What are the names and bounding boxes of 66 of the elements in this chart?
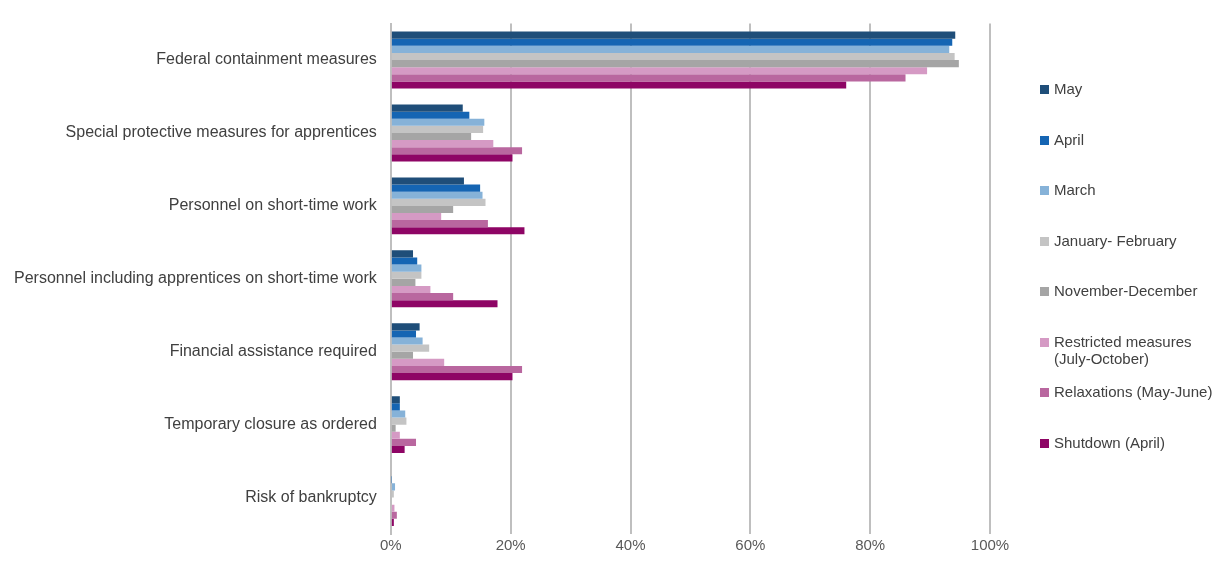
bar: [391, 358, 445, 366]
legend-label: January- February: [1054, 231, 1177, 249]
legend-label: Restricted measures (July-October): [1054, 332, 1193, 367]
bar: [391, 111, 470, 119]
bar: [391, 205, 454, 213]
bar: [391, 45, 950, 53]
bar: [391, 403, 400, 411]
bar: [391, 351, 414, 359]
bar: [391, 67, 928, 75]
legend-label: April: [1054, 130, 1085, 148]
x-tick-label: 20%: [495, 536, 526, 554]
bar: [391, 365, 523, 374]
bar: [391, 293, 454, 301]
bar: [391, 511, 397, 519]
bar: [391, 424, 396, 432]
bar: [391, 184, 481, 192]
legend-label: November-December: [1054, 282, 1198, 299]
bar: [391, 177, 464, 185]
bar: [391, 373, 513, 381]
bar: [391, 227, 525, 235]
x-tick-label: 40%: [615, 536, 646, 554]
bar: [391, 140, 494, 148]
bar: [391, 285, 431, 294]
x-tick-label: 100%: [970, 536, 1010, 554]
bar: [391, 213, 442, 221]
bar: [391, 323, 420, 331]
y-tick-label: Temporary closure as ordered: [164, 415, 377, 433]
bar: [391, 104, 463, 112]
bar: [391, 337, 423, 345]
bar: [391, 74, 906, 82]
bar: [391, 31, 956, 39]
bar: [391, 300, 498, 308]
bar: [391, 431, 400, 439]
bar: [391, 278, 416, 286]
x-tick-label: 60%: [735, 536, 766, 554]
x-tick-label: 80%: [855, 536, 886, 554]
bar: [391, 518, 394, 526]
bar: [391, 250, 414, 258]
bar: [391, 60, 959, 68]
y-tick-label: Personnel on short-time work: [168, 196, 378, 214]
bar: [391, 38, 953, 46]
legend-label: Shutdown (April): [1054, 433, 1165, 451]
bar: [391, 330, 417, 338]
bar: [391, 191, 483, 199]
bar: [391, 264, 422, 272]
x-tick-label: 0%: [380, 536, 402, 554]
bar: [391, 220, 488, 228]
bar: [391, 118, 485, 126]
bar: [391, 147, 523, 155]
bar: [391, 132, 472, 141]
bar: [391, 445, 405, 454]
bar: [391, 438, 417, 446]
legend-label: May: [1054, 80, 1083, 97]
y-tick-label: Financial assistance required: [169, 342, 377, 360]
bar: [391, 483, 396, 491]
legend-label: Relaxations (May-June): [1054, 383, 1213, 400]
bar: [391, 257, 418, 265]
y-tick-label: Special protective measures for apprentices: [65, 123, 377, 141]
y-tick-label: Federal containment measures: [156, 50, 377, 68]
y-tick-label: Risk of bankruptcy: [245, 487, 377, 505]
bar: [391, 396, 400, 404]
legend-label: March: [1054, 181, 1096, 198]
bar: [391, 81, 847, 89]
bar: [391, 410, 406, 418]
y-tick-label: Personnel including apprentices on short-time work: [13, 269, 378, 287]
bar: [391, 154, 513, 162]
